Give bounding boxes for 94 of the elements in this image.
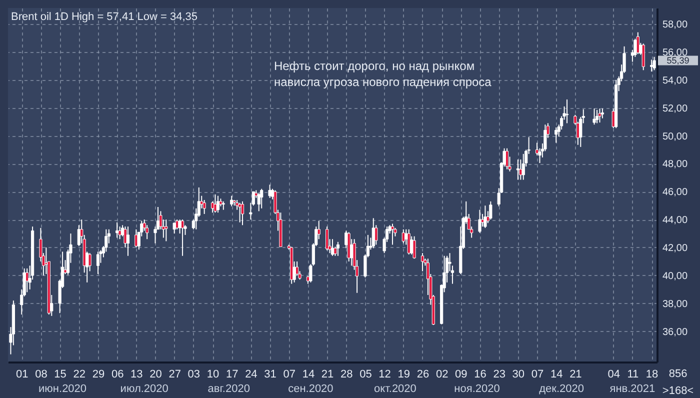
candlestick bbox=[257, 192, 260, 212]
candlestick bbox=[598, 108, 602, 124]
y-tick-label: 52,00 bbox=[662, 103, 688, 114]
text: 55,39 bbox=[666, 56, 690, 66]
candlestick bbox=[420, 252, 424, 272]
x2-tick-label: июл.2020 bbox=[120, 383, 168, 395]
candlestick bbox=[595, 109, 599, 124]
x-tick-label: 11 bbox=[627, 368, 639, 380]
x-tick-label: 20 bbox=[150, 368, 162, 380]
candlestick bbox=[88, 252, 92, 272]
candlestick bbox=[489, 200, 492, 220]
candlestick bbox=[214, 194, 217, 214]
y-tick-label: 54,00 bbox=[662, 75, 688, 86]
y-tick-label: 56,00 bbox=[662, 47, 688, 58]
candlestick bbox=[600, 108, 604, 119]
x-tick-label: 08 bbox=[35, 368, 48, 380]
x-tick-label: 07 bbox=[283, 368, 296, 380]
candlestick bbox=[412, 236, 416, 260]
x2-tick-label: янв.2021 bbox=[610, 383, 656, 395]
chart-title: Brent oil 1D High = 57,41 Low = 34,35 bbox=[11, 11, 198, 23]
y-tick-label: 48,00 bbox=[662, 159, 688, 170]
x-tick-label: 31 bbox=[264, 368, 276, 380]
candlestick bbox=[390, 223, 394, 246]
x-tick-label: 06 bbox=[111, 368, 124, 380]
y-tick-label: 44,00 bbox=[662, 215, 688, 226]
y-tick-label: 50,00 bbox=[662, 131, 688, 142]
x-tick-label: 22 bbox=[73, 368, 86, 380]
candlestick bbox=[516, 159, 520, 180]
text: >168< bbox=[662, 385, 694, 397]
x-tick-label: 26 bbox=[416, 368, 430, 380]
candlestick bbox=[240, 200, 244, 226]
candlestick bbox=[336, 241, 340, 256]
y-tick-label: 42,00 bbox=[662, 242, 688, 254]
candlestick bbox=[180, 219, 184, 256]
y-tick-label: 38,00 bbox=[662, 298, 688, 310]
candlestick bbox=[592, 108, 596, 126]
x-tick-label: 14 bbox=[302, 368, 315, 380]
candlestick bbox=[519, 159, 522, 180]
candlestick bbox=[478, 209, 482, 234]
x-tick-label: 19 bbox=[398, 368, 410, 380]
x2-tick-label: окт.2020 bbox=[374, 383, 416, 395]
x-tick-label: 04 bbox=[608, 368, 620, 380]
text: 856 bbox=[668, 368, 688, 380]
y-tick-label: 46,00 bbox=[662, 187, 688, 198]
x2-tick-label: ноя.2020 bbox=[454, 383, 500, 395]
candlestick bbox=[484, 205, 487, 228]
x-tick-label: 23 bbox=[493, 368, 506, 380]
x-tick-label: 24 bbox=[245, 368, 258, 380]
x-tick-label: 15 bbox=[54, 368, 66, 380]
x-tick-label: 13 bbox=[130, 368, 143, 380]
candlestick bbox=[260, 188, 264, 209]
candlestick bbox=[202, 200, 206, 214]
x-tick-label: 02 bbox=[436, 368, 448, 380]
x-tick-label: 07 bbox=[531, 368, 544, 380]
x-tick-label: 14 bbox=[550, 368, 563, 380]
x-tick-label: 01 bbox=[16, 368, 28, 380]
candlestick bbox=[522, 153, 525, 180]
candlestick bbox=[96, 251, 100, 275]
y-tick-label: 40,00 bbox=[662, 270, 688, 282]
candlestick bbox=[407, 228, 410, 255]
y-tick-label: 58,00 bbox=[662, 20, 688, 31]
candlestick bbox=[238, 202, 242, 223]
x-tick-label: 03 bbox=[188, 368, 200, 380]
candlestick bbox=[216, 195, 220, 214]
y-tick-label: 36,00 bbox=[662, 326, 688, 338]
x2-tick-label: дек.2020 bbox=[539, 383, 584, 395]
x-tick-label: 17 bbox=[226, 368, 238, 380]
candlestick bbox=[268, 184, 272, 198]
x-tick-label: 28 bbox=[340, 368, 353, 380]
candlestick bbox=[134, 228, 138, 248]
candlestick bbox=[26, 268, 29, 293]
x-tick-label: 12 bbox=[378, 368, 391, 380]
x-tick-label: 21 bbox=[570, 368, 582, 380]
candlestick bbox=[652, 56, 656, 71]
candlestick bbox=[642, 43, 645, 71]
x-tick-label: 10 bbox=[206, 368, 220, 380]
candlestick bbox=[126, 226, 130, 256]
x2-tick-label: июн.2020 bbox=[38, 383, 87, 395]
x2-tick-label: авг.2020 bbox=[208, 383, 250, 395]
x-tick-label: 05 bbox=[360, 368, 372, 380]
annotation: Нефть стоит дорого, но над рынком нависла угроза нового падения спроса bbox=[274, 59, 492, 89]
candlestick bbox=[164, 219, 168, 242]
candlestick bbox=[505, 148, 509, 170]
x-tick-label: 30 bbox=[512, 368, 525, 380]
x-tick-label: 16 bbox=[474, 368, 486, 380]
x-tick-label: 18 bbox=[646, 368, 658, 380]
x-tick-label: 27 bbox=[168, 368, 181, 380]
x2-tick-label: сен.2020 bbox=[288, 383, 334, 395]
candlestick bbox=[118, 226, 122, 240]
candlestick bbox=[325, 226, 329, 251]
x-tick-label: 29 bbox=[92, 368, 105, 380]
candlestick bbox=[230, 195, 234, 207]
x-tick-label: 21 bbox=[321, 368, 334, 380]
x-tick-label: 09 bbox=[455, 368, 468, 380]
